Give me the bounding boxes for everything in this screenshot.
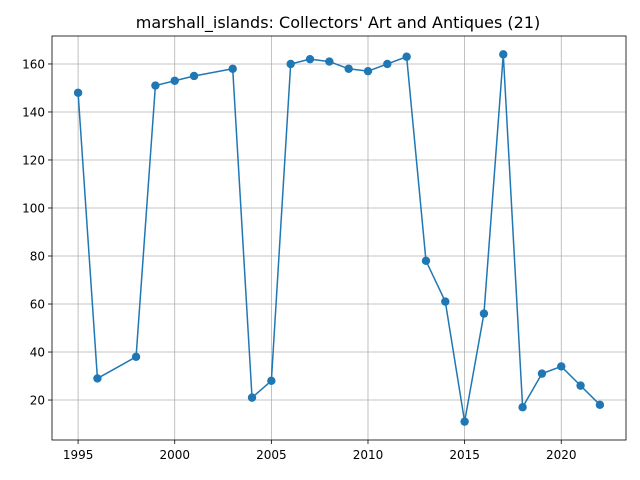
axis-ticks: 1995 2000 2005 2010 2015 20202040608010012014…: [22, 57, 576, 462]
x-tick-label: 2000: [159, 448, 190, 462]
data-point: [576, 381, 585, 390]
data-point: [557, 362, 566, 371]
y-tick-label: 60: [30, 298, 45, 312]
x-tick-label: 2020: [546, 448, 577, 462]
y-tick-label: 140: [22, 105, 45, 119]
data-point: [518, 403, 527, 412]
series: [73, 50, 605, 426]
data-point: [344, 64, 353, 73]
grid: [52, 36, 626, 440]
data-point: [131, 352, 141, 362]
data-point: [286, 59, 295, 69]
data-point: [189, 71, 199, 81]
data-point: [325, 57, 334, 66]
data-point: [537, 369, 547, 378]
data-point: [170, 76, 179, 85]
data-point: [363, 66, 373, 76]
data-point: [305, 54, 315, 64]
data-point: [151, 81, 160, 90]
x-tick-label: 1995: [63, 448, 94, 462]
x-tick-label: 2005: [256, 448, 287, 462]
data-point: [441, 297, 450, 306]
data-point: [499, 50, 508, 59]
data-point: [73, 88, 83, 97]
x-tick-label: 2010: [353, 448, 384, 462]
data-point: [247, 393, 257, 402]
chart-title: marshall_islands: Collectors' Art and An…: [136, 13, 541, 33]
plot-area-frame: [51, 35, 627, 441]
y-tick-label: 100: [22, 201, 45, 215]
data-point: [228, 64, 237, 73]
data-point: [479, 309, 489, 318]
data-point: [383, 59, 392, 69]
y-tick-label: 40: [30, 346, 45, 360]
y-tick-label: 20: [30, 394, 45, 408]
y-tick-label: 160: [22, 57, 45, 71]
data-point: [595, 400, 605, 410]
data-point: [267, 376, 276, 386]
y-tick-label: 80: [30, 250, 45, 264]
data-point: [421, 256, 431, 265]
y-tick-label: 120: [22, 153, 45, 167]
data-point: [460, 417, 469, 426]
data-point: [402, 52, 411, 61]
x-tick-label: 2015: [449, 448, 480, 462]
data-point: [93, 374, 102, 383]
